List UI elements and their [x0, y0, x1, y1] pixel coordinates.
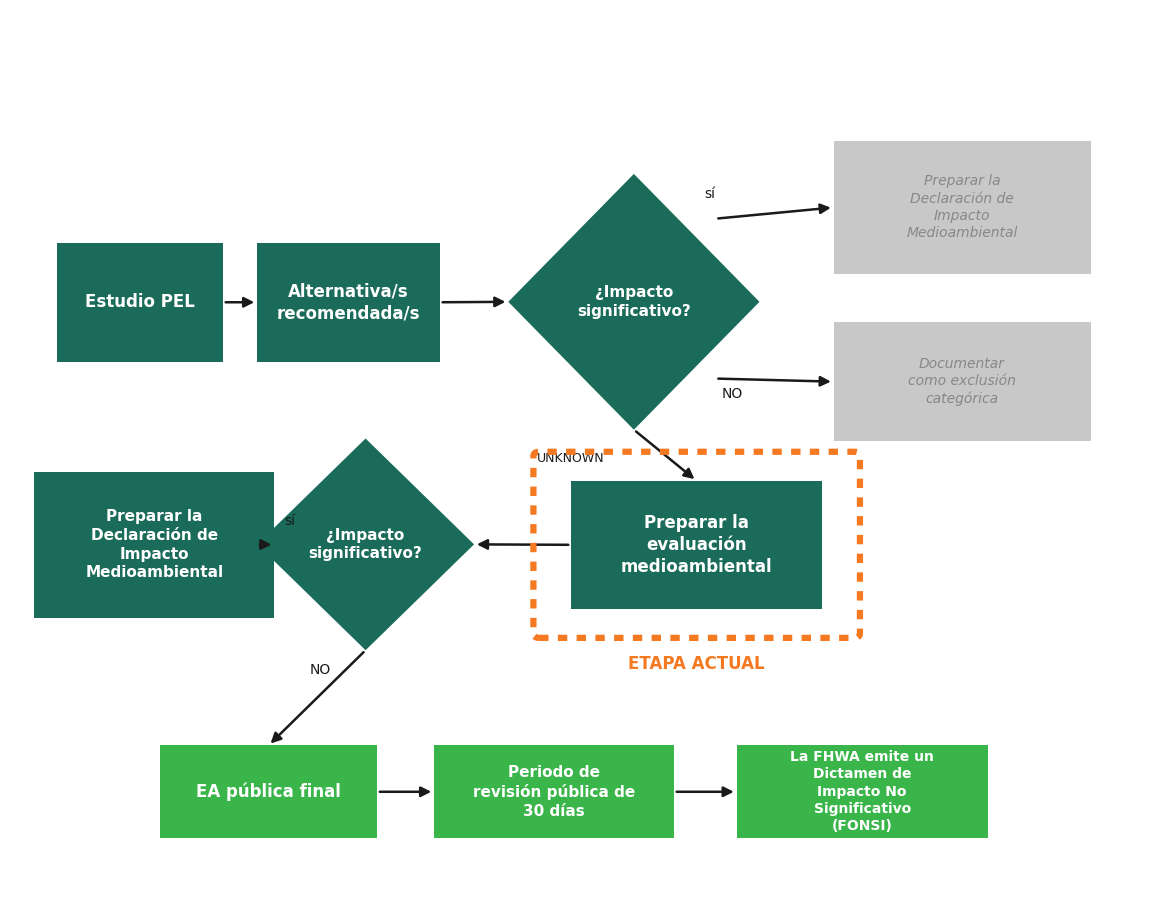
FancyBboxPatch shape [736, 745, 988, 838]
Text: Documentar
como exclusión
categórica: Documentar como exclusión categórica [909, 357, 1016, 406]
FancyBboxPatch shape [435, 745, 673, 838]
Polygon shape [508, 174, 760, 429]
Text: La FHWA emite un
Dictamen de
Impacto No
Significativo
(FONSI): La FHWA emite un Dictamen de Impacto No … [790, 751, 934, 833]
Text: NO: NO [721, 387, 742, 401]
FancyBboxPatch shape [35, 472, 274, 617]
FancyBboxPatch shape [160, 745, 377, 838]
Polygon shape [257, 438, 474, 650]
Text: Preparar la
Declaración de
Impacto
Medioambiental: Preparar la Declaración de Impacto Medio… [85, 509, 224, 580]
Text: Alternativa/s
recomendada/s: Alternativa/s recomendada/s [277, 283, 421, 322]
Text: UNKNOWN: UNKNOWN [537, 452, 605, 464]
FancyBboxPatch shape [571, 481, 822, 608]
Text: sí: sí [284, 515, 295, 528]
Text: ¿Impacto
significativo?: ¿Impacto significativo? [577, 285, 691, 319]
FancyBboxPatch shape [257, 243, 439, 362]
Text: Preparar la
Declaración de
Impacto
Medioambiental: Preparar la Declaración de Impacto Medio… [906, 175, 1018, 240]
Text: NO: NO [309, 663, 331, 678]
FancyBboxPatch shape [834, 322, 1090, 441]
Text: EA pública final: EA pública final [196, 782, 341, 801]
Text: ETAPA ACTUAL: ETAPA ACTUAL [628, 655, 765, 673]
Text: ¿Impacto
significativo?: ¿Impacto significativo? [309, 527, 423, 562]
FancyBboxPatch shape [834, 141, 1090, 274]
Text: Periodo de
revisión pública de
30 días: Periodo de revisión pública de 30 días [473, 765, 635, 818]
Text: Preparar la
evaluación
medioambiental: Preparar la evaluación medioambiental [621, 514, 772, 576]
FancyBboxPatch shape [57, 243, 223, 362]
Text: sí: sí [704, 187, 715, 201]
Text: Estudio PEL: Estudio PEL [85, 293, 195, 311]
